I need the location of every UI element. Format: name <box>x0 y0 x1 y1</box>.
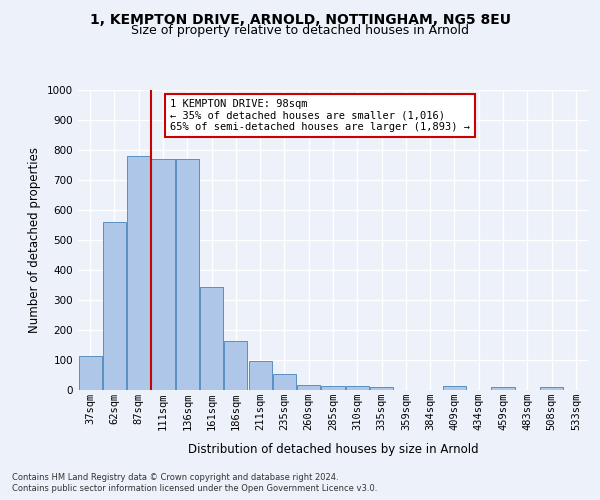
Bar <box>79 356 101 390</box>
Text: 1 KEMPTON DRIVE: 98sqm
← 35% of detached houses are smaller (1,016)
65% of semi-: 1 KEMPTON DRIVE: 98sqm ← 35% of detached… <box>170 99 470 132</box>
Bar <box>127 156 150 390</box>
Text: Distribution of detached houses by size in Arnold: Distribution of detached houses by size … <box>188 442 478 456</box>
Text: 1, KEMPTON DRIVE, ARNOLD, NOTTINGHAM, NG5 8EU: 1, KEMPTON DRIVE, ARNOLD, NOTTINGHAM, NG… <box>89 12 511 26</box>
Bar <box>200 286 223 390</box>
Bar <box>322 386 344 390</box>
Bar <box>151 159 175 390</box>
Bar <box>176 159 199 390</box>
Text: Contains HM Land Registry data © Crown copyright and database right 2024.: Contains HM Land Registry data © Crown c… <box>12 472 338 482</box>
Bar <box>273 374 296 390</box>
Bar <box>224 340 247 390</box>
Bar <box>103 222 126 390</box>
Bar <box>248 360 272 390</box>
Text: Size of property relative to detached houses in Arnold: Size of property relative to detached ho… <box>131 24 469 37</box>
Bar <box>370 387 393 390</box>
Text: Contains public sector information licensed under the Open Government Licence v3: Contains public sector information licen… <box>12 484 377 493</box>
Bar <box>443 386 466 390</box>
Bar <box>540 388 563 390</box>
Y-axis label: Number of detached properties: Number of detached properties <box>28 147 41 333</box>
Bar <box>297 384 320 390</box>
Bar <box>491 388 515 390</box>
Bar <box>346 386 369 390</box>
